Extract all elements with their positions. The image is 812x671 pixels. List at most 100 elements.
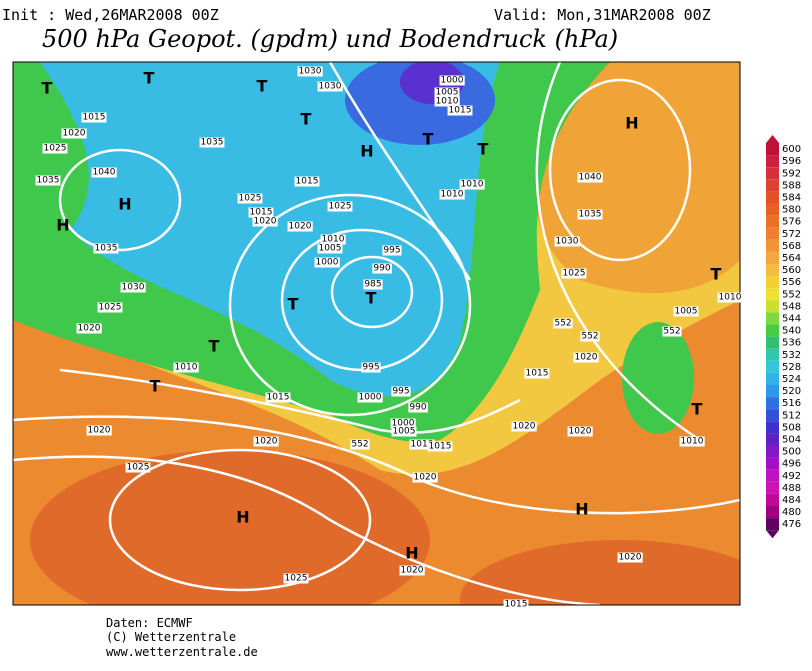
isobar-label-bg bbox=[553, 318, 573, 329]
isobar-label-bg bbox=[391, 426, 417, 437]
isobar-label-bg bbox=[237, 193, 263, 204]
isobar-label: 1035 bbox=[37, 176, 60, 186]
isobar-label: 1015 bbox=[429, 442, 452, 452]
isobar-label: 995 bbox=[392, 387, 409, 397]
pressure-center: T bbox=[150, 377, 161, 396]
isobar-label-bg bbox=[577, 172, 603, 183]
isobar-label: 1010 bbox=[411, 440, 434, 450]
isobar-label: 552 bbox=[663, 327, 680, 337]
legend-swatch bbox=[766, 276, 779, 289]
isobar-label-bg bbox=[408, 402, 428, 413]
isobar-label: 1040 bbox=[579, 173, 602, 183]
legend-swatch bbox=[766, 312, 779, 325]
legend-swatch bbox=[766, 518, 779, 531]
isobar-label: 1005 bbox=[393, 427, 416, 437]
isobar-label-bg bbox=[76, 323, 102, 334]
legend-label: 548 bbox=[782, 301, 801, 312]
isobar-label: 1020 bbox=[569, 427, 592, 437]
isobar-label: 1010 bbox=[461, 180, 484, 190]
isobar-label-bg bbox=[503, 599, 529, 610]
valid-time: Valid: Mon,31MAR2008 00Z bbox=[494, 6, 711, 24]
isobar-label: 1025 bbox=[44, 144, 67, 154]
isobar-label: 1010 bbox=[719, 293, 742, 303]
pressure-center: H bbox=[625, 114, 638, 133]
pressure-center: H bbox=[56, 216, 69, 235]
isobar-label-bg bbox=[120, 282, 146, 293]
legend-label: 580 bbox=[782, 205, 801, 216]
isobar-label: 552 bbox=[554, 319, 571, 329]
isobar-label-bg bbox=[173, 362, 199, 373]
legend-swatch bbox=[766, 360, 779, 373]
legend-label: 544 bbox=[782, 313, 801, 324]
pressure-center: T bbox=[288, 295, 299, 314]
legend-swatch bbox=[766, 409, 779, 422]
legend-swatch bbox=[766, 506, 779, 519]
isobar-label-bg bbox=[427, 441, 453, 452]
map-title: 500 hPa Geopot. (gpdm) und Bodendruck (h… bbox=[42, 25, 618, 53]
pressure-center: T bbox=[692, 400, 703, 419]
isobar-label-bg bbox=[390, 418, 416, 429]
legend-label: 564 bbox=[782, 253, 801, 264]
isobar-label-bg bbox=[253, 436, 279, 447]
isobar-label: 1020 bbox=[619, 553, 642, 563]
isobar-label: 1020 bbox=[513, 422, 536, 432]
isobar-label-bg bbox=[35, 175, 61, 186]
isobar-label: 1015 bbox=[526, 369, 549, 379]
isobar-label: 1030 bbox=[122, 283, 145, 293]
isobar-label: 990 bbox=[373, 264, 390, 274]
isobar-label: 1020 bbox=[78, 324, 101, 334]
isobar-label: 1015 bbox=[267, 393, 290, 403]
legend-label: 532 bbox=[782, 350, 801, 361]
legend-label: 584 bbox=[782, 192, 801, 203]
isobar-label: 1035 bbox=[579, 210, 602, 220]
isobar-label-bg bbox=[199, 137, 225, 148]
legend-label: 528 bbox=[782, 362, 801, 373]
isobar-label-bg bbox=[91, 167, 117, 178]
legend-label: 524 bbox=[782, 374, 801, 385]
isobar-label: 995 bbox=[383, 246, 400, 256]
legend-label: 512 bbox=[782, 410, 801, 421]
legend-label: 480 bbox=[782, 507, 801, 518]
isobar-label: 1030 bbox=[556, 237, 579, 247]
isobar-label-bg bbox=[314, 257, 340, 268]
isobar-label: 1025 bbox=[329, 202, 352, 212]
isobar-label: 1000 bbox=[392, 419, 415, 429]
isobar-label: 1025 bbox=[99, 303, 122, 313]
isobar-label-bg bbox=[717, 292, 743, 303]
legend-swatch bbox=[766, 300, 779, 313]
isobar-label: 1015 bbox=[250, 208, 273, 218]
isobar-label-bg bbox=[561, 268, 587, 279]
isobar-label-bg bbox=[554, 236, 580, 247]
isobar-label-bg bbox=[382, 245, 402, 256]
isobar-label: 1030 bbox=[299, 67, 322, 77]
legend-label: 540 bbox=[782, 326, 801, 337]
isobar-label: 1005 bbox=[675, 307, 698, 317]
isobar-label: 1015 bbox=[505, 600, 528, 610]
legend-swatch bbox=[766, 324, 779, 337]
legend-label: 572 bbox=[782, 229, 801, 240]
legend-label: 492 bbox=[782, 471, 801, 482]
isobar-label-bg bbox=[361, 362, 381, 373]
isobar-label-bg bbox=[391, 386, 411, 397]
legend-label: 520 bbox=[782, 386, 801, 397]
isobar-label-bg bbox=[459, 179, 485, 190]
isobar-label: 1010 bbox=[441, 190, 464, 200]
legend-label: 592 bbox=[782, 168, 801, 179]
isobar-label: 1000 bbox=[441, 76, 464, 86]
isobar-label-bg bbox=[363, 279, 383, 290]
isobar-label-bg bbox=[42, 143, 68, 154]
legend-swatch bbox=[766, 227, 779, 240]
legend-swatch bbox=[766, 203, 779, 216]
legend-swatch bbox=[766, 481, 779, 494]
legend-label: 568 bbox=[782, 241, 801, 252]
isobar-label-bg bbox=[320, 234, 346, 245]
colorbar: 6005965925885845805765725685645605565525… bbox=[766, 135, 801, 539]
legend-label: 600 bbox=[782, 144, 801, 155]
legend-label: 488 bbox=[782, 483, 801, 494]
isobar-label-bg bbox=[412, 472, 438, 483]
isobar-label-bg bbox=[577, 209, 603, 220]
legend-label: 484 bbox=[782, 495, 801, 506]
isobar-label: 1035 bbox=[201, 138, 224, 148]
legend-label: 476 bbox=[782, 519, 801, 530]
isobar-label: 1020 bbox=[254, 217, 277, 227]
